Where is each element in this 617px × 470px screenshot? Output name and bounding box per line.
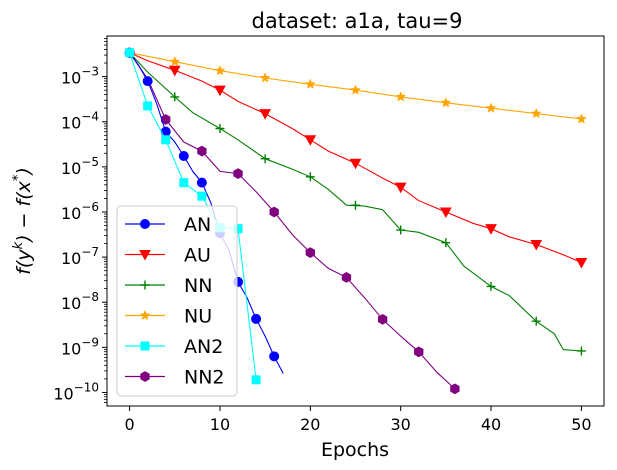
data-point xyxy=(269,351,280,362)
data-point xyxy=(486,281,496,291)
legend-label: NN2 xyxy=(184,367,225,389)
x-tick-label: 50 xyxy=(571,415,591,434)
legend-item-an: AN xyxy=(125,214,211,236)
data-point xyxy=(304,78,316,89)
data-point xyxy=(125,48,135,58)
y-tick-label: 10−8 xyxy=(61,290,99,313)
y-tick-label: 10−7 xyxy=(61,245,99,268)
data-point xyxy=(304,135,317,146)
data-point xyxy=(197,145,207,157)
data-point xyxy=(161,135,171,145)
data-point xyxy=(440,97,452,108)
data-point xyxy=(396,225,406,235)
legend-marker xyxy=(139,309,151,321)
data-point xyxy=(269,206,279,218)
data-point xyxy=(251,375,261,385)
data-point xyxy=(350,84,361,95)
data-point xyxy=(215,124,225,133)
y-axis-label: f(yk) − f(x*) xyxy=(11,167,35,275)
data-point xyxy=(349,158,362,170)
data-point xyxy=(178,151,189,162)
series-line xyxy=(129,52,582,352)
data-point xyxy=(161,114,171,125)
data-point xyxy=(214,65,226,76)
legend-item-an2: AN2 xyxy=(125,336,223,358)
data-point xyxy=(214,85,226,97)
data-point xyxy=(450,383,460,395)
series-nn2 xyxy=(124,47,460,395)
legend-label: AU xyxy=(184,245,211,267)
legend: AN AU NN NU AN2 NN2 xyxy=(116,205,238,397)
data-point xyxy=(441,238,451,248)
plot-frame xyxy=(106,35,605,407)
data-point xyxy=(377,313,388,325)
data-point xyxy=(485,224,497,235)
data-point xyxy=(351,200,360,210)
data-point xyxy=(170,92,180,102)
series-nu xyxy=(129,52,587,124)
legend-marker xyxy=(140,280,150,290)
data-point xyxy=(305,172,315,182)
series-line xyxy=(129,52,456,390)
data-point xyxy=(169,56,181,67)
legend-item-nu: NU xyxy=(125,306,212,328)
x-tick-label: 10 xyxy=(210,415,230,434)
data-point xyxy=(341,272,352,283)
y-axis: 10−10 10−9 10−8 10−7 10−6 10−5 10−4 10−3 xyxy=(53,38,107,403)
y-tick-label: 10−6 xyxy=(61,200,99,223)
data-point xyxy=(142,76,153,87)
legend-marker xyxy=(140,371,150,382)
legend-item-nn: NN xyxy=(125,275,212,297)
legend-marker xyxy=(140,341,150,351)
x-tick-label: 40 xyxy=(481,415,501,434)
legend-label: AN xyxy=(184,214,211,236)
data-point xyxy=(531,316,541,326)
data-point xyxy=(575,258,588,269)
data-point xyxy=(179,178,189,188)
data-point xyxy=(440,207,452,219)
y-tick-label: 10−4 xyxy=(61,110,99,133)
data-point xyxy=(143,101,153,111)
data-point xyxy=(394,182,407,194)
x-axis: 0 10 20 30 40 50 xyxy=(124,406,592,434)
data-point xyxy=(260,154,270,164)
legend-label: NU xyxy=(184,306,212,328)
x-tick-label: 20 xyxy=(300,415,320,434)
y-tick-label: 10−3 xyxy=(61,65,99,88)
series-au xyxy=(129,52,588,269)
chart-title: dataset: a1a, tau=9 xyxy=(252,9,463,33)
legend-label: AN2 xyxy=(184,336,223,358)
x-tick-label: 30 xyxy=(391,415,411,434)
series-layer xyxy=(124,47,588,395)
data-point xyxy=(414,346,424,358)
data-point xyxy=(530,239,543,251)
x-tick-label: 0 xyxy=(124,415,134,434)
legend-item-au: AU xyxy=(125,245,211,267)
data-point xyxy=(196,177,207,188)
y-tick-label: 10−9 xyxy=(61,335,99,358)
data-point xyxy=(259,72,271,83)
data-point xyxy=(233,168,243,179)
y-tick-label: 10−10 xyxy=(53,380,99,403)
legend-item-nn2: NN2 xyxy=(125,367,225,389)
data-point xyxy=(168,65,181,77)
data-point xyxy=(576,346,586,356)
data-point xyxy=(259,109,271,120)
data-point xyxy=(395,91,407,102)
data-point xyxy=(485,102,497,113)
data-point xyxy=(251,313,262,324)
data-point xyxy=(530,107,542,119)
legend-label: NN xyxy=(184,275,212,297)
x-axis-label: Epochs xyxy=(321,439,389,461)
data-point xyxy=(305,247,315,258)
data-point xyxy=(576,113,587,124)
series-nn xyxy=(129,52,586,356)
legend-marker xyxy=(140,219,150,229)
y-tick-label: 10−5 xyxy=(61,155,99,178)
data-point xyxy=(197,191,207,201)
legend-marker xyxy=(139,250,151,261)
